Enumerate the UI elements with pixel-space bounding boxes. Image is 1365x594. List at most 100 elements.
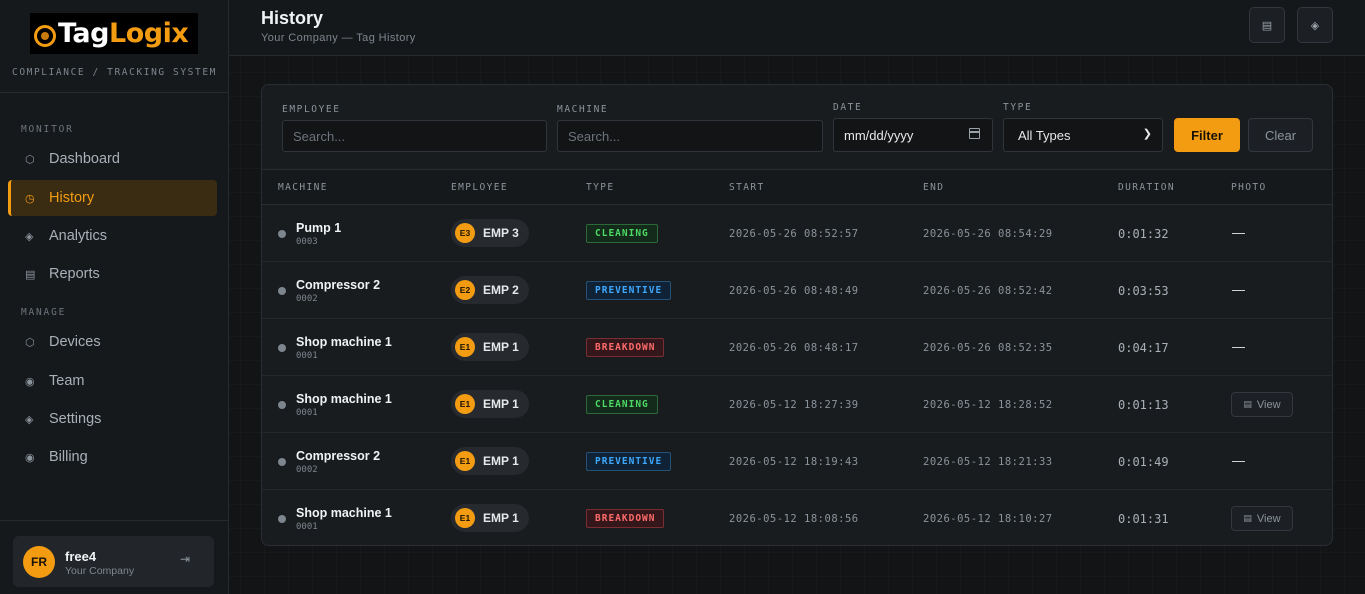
status-dot [278,401,286,409]
view-photo-button[interactable]: ▤ View [1231,392,1293,417]
duration: 0:01:49 [1118,455,1169,469]
clear-button[interactable]: Clear [1248,118,1313,152]
employee-name: EMP 2 [483,283,519,297]
type-select-value: All Types [1018,127,1071,143]
table-row[interactable]: Compressor 2 0002 E1 EMP 1 PREVENTIVE 20… [262,433,1332,490]
employee-name: EMP 1 [483,511,519,525]
employee-search-input[interactable]: Search... [282,120,547,152]
employee-filter-label: EMPLOYEE [282,104,341,115]
sidebar-item-label: Devices [49,334,101,350]
sidebar-item-label: Dashboard [49,151,120,167]
employee-badge: E3 [455,223,475,243]
machine-filter-label: MACHINE [557,104,609,115]
logout-icon[interactable]: ⇥ [179,552,190,566]
sidebar-item-history[interactable]: ◷ History [8,180,217,216]
sidebar-item-label: Analytics [49,228,108,244]
sidebar-item-billing[interactable]: ◉ Billing [8,439,217,475]
employee-badge: E1 [455,508,475,528]
logo-gear-icon [34,24,56,47]
start-time: 2026-05-26 08:52:57 [729,228,859,240]
employee-chip: E1 EMP 1 [451,333,529,361]
table-row[interactable]: Shop machine 1 0001 E1 EMP 1 BREAKDOWN 2… [262,319,1332,376]
type-badge: BREAKDOWN [586,509,665,528]
machine-name: Shop machine 1 [296,392,392,406]
view-photo-label: View [1256,512,1281,525]
user-company: Your Company [65,565,135,577]
avatar: FR [23,546,55,578]
view-photo-button[interactable]: ▤ View [1231,506,1293,531]
diamond-icon: ◈ [25,412,34,426]
sidebar: TagLogix COMPLIANCE / TRACKING SYSTEM MO… [0,0,229,594]
sidebar-item-label: Billing [49,449,88,465]
sidebar-item-label: Settings [49,411,102,427]
column-header-duration[interactable]: DURATION [1118,182,1175,193]
status-dot [278,344,286,352]
status-dot [278,287,286,295]
hexagon-icon: ⬡ [25,335,35,349]
duration: 0:04:17 [1118,341,1169,355]
employee-name: EMP 1 [483,340,519,354]
type-select[interactable]: All Types ❯ [1003,118,1163,152]
employee-chip: E2 EMP 2 [451,276,529,304]
machine-name: Pump 1 [296,221,342,235]
end-time: 2026-05-26 08:54:29 [923,228,1053,240]
status-dot [278,230,286,238]
column-header-type[interactable]: TYPE [586,182,615,193]
sidebar-item-reports[interactable]: ▤ Reports [8,256,217,292]
sidebar-item-settings[interactable]: ◈ Settings [8,401,217,437]
filter-button[interactable]: Filter [1174,118,1240,152]
diamond-button[interactable]: ◈ [1297,7,1333,43]
employee-name: EMP 3 [483,226,519,240]
type-badge: CLEANING [586,224,658,243]
type-filter-label: TYPE [1003,102,1033,113]
machine-search-input[interactable]: Search... [557,120,823,152]
sidebar-item-analytics[interactable]: ◈ Analytics [8,218,217,254]
type-badge: PREVENTIVE [586,281,672,300]
photo-empty: — [1232,282,1245,297]
duration: 0:01:31 [1118,512,1169,526]
duration: 0:01:32 [1118,227,1169,241]
user-card[interactable]: FR free4 Your Company ⇥ [13,536,214,587]
table-row[interactable]: Compressor 2 0002 E2 EMP 2 PREVENTIVE 20… [262,262,1332,319]
logo[interactable]: TagLogix [30,13,198,54]
machine-code: 0002 [296,465,318,475]
employee-chip: E1 EMP 1 [451,504,529,532]
column-header-employee[interactable]: EMPLOYEE [451,182,508,193]
photo-empty: — [1232,453,1245,468]
nav-section-manage: MANAGE [21,307,67,318]
duration: 0:03:53 [1118,284,1169,298]
table-row[interactable]: Shop machine 1 0001 E1 EMP 1 BREAKDOWN 2… [262,490,1332,545]
employee-badge: E1 [455,394,475,414]
table-row[interactable]: Shop machine 1 0001 E1 EMP 1 CLEANING 20… [262,376,1332,433]
circle-dot-icon: ◉ [25,374,35,388]
list-view-button[interactable]: ▤ [1249,7,1285,43]
calendar-icon[interactable] [969,128,980,139]
brand-area: TagLogix COMPLIANCE / TRACKING SYSTEM [0,0,228,93]
machine-code: 0003 [296,237,318,247]
type-badge: CLEANING [586,395,658,414]
start-time: 2026-05-12 18:27:39 [729,399,859,411]
start-time: 2026-05-26 08:48:49 [729,285,859,297]
employee-badge: E1 [455,337,475,357]
end-time: 2026-05-26 08:52:42 [923,285,1053,297]
column-header-start[interactable]: START [729,182,765,193]
table-row[interactable]: Pump 1 0003 E3 EMP 3 CLEANING 2026-05-26… [262,205,1332,262]
sidebar-item-label: Reports [49,266,100,282]
employee-name: EMP 1 [483,454,519,468]
sidebar-item-team[interactable]: ◉ Team [8,363,217,399]
type-badge: PREVENTIVE [586,452,672,471]
status-dot [278,515,286,523]
column-header-machine[interactable]: MACHINE [278,182,328,193]
machine-code: 0001 [296,522,318,532]
chevron-down-icon: ❯ [1142,128,1152,140]
employee-badge: E2 [455,280,475,300]
camera-icon: ▤ [1243,513,1252,524]
machine-code: 0001 [296,408,318,418]
column-header-photo[interactable]: PHOTO [1231,182,1267,193]
column-header-end[interactable]: END [923,182,945,193]
sidebar-item-dashboard[interactable]: ⬡ Dashboard [8,141,217,177]
sidebar-item-devices[interactable]: ⬡ Devices [8,324,217,360]
date-input[interactable]: mm/dd/yyyy [833,118,993,152]
end-time: 2026-05-12 18:28:52 [923,399,1053,411]
logo-text: TagLogix [58,18,189,49]
